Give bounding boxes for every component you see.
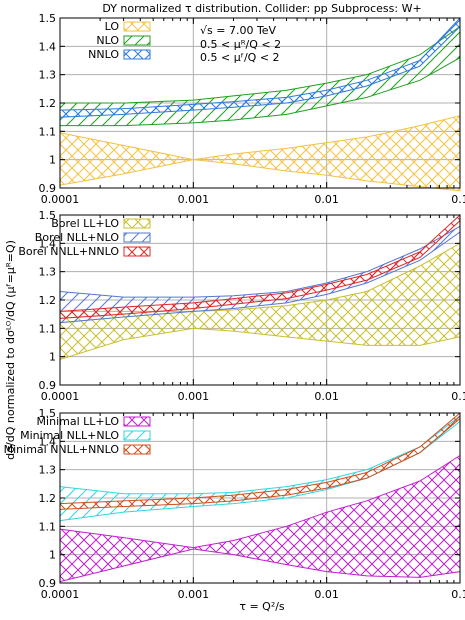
chart-panel-3: 0.9 1 1.1 1.2 1.3 1.4 1.5 0.0001 0.001 0.01 0.1 Min…	[4, 407, 465, 601]
y-tick-label: 1.2	[39, 294, 57, 307]
legend-swatch	[123, 21, 151, 32]
y-tick-label: 1.4	[39, 435, 57, 448]
y-tick-label: 1.4	[39, 237, 57, 250]
y-tick-label: 1.3	[39, 266, 57, 279]
y-tick-label: 1.3	[39, 464, 57, 477]
legend-swatch	[123, 416, 151, 427]
mu-r-annotation: 0.5 < μᴿ/Q < 2	[200, 38, 281, 51]
x-tick-label: 0.0001	[41, 390, 80, 403]
legend-label: Borel NLL+NLO	[35, 231, 120, 244]
y-tick-label: 1.3	[39, 69, 57, 82]
legend-swatch	[123, 246, 151, 257]
sqrt-s-annotation: √s = 7.00 TeV	[200, 24, 277, 37]
x-tick-label: 0.001	[178, 390, 210, 403]
y-tick-label: 0.9	[39, 182, 57, 195]
y-axis-label: dσ/dQ normalized to dσᴸᴼ/dQ (μᶠ=μᴿ=Q)	[4, 240, 17, 460]
x-tick-label: 0.001	[178, 193, 210, 206]
chart-panel-2: 0.9 1 1.1 1.2 1.3 1.4 1.5 0.0001 0.001 0.01 0.1 Bor…	[18, 209, 465, 403]
legend-label: Minimal NLL+NLO	[20, 429, 119, 442]
legend-label: Borel NNLL+NNLO	[18, 245, 119, 258]
x-tick-label: 0.01	[314, 390, 339, 403]
x-tick-label: 0.0001	[41, 193, 80, 206]
band-lo	[59, 115, 461, 192]
legend-label: Borel LL+LO	[51, 217, 119, 230]
x-tick-label: 0.1	[451, 390, 465, 403]
legend-label: Minimal LL+LO	[37, 415, 120, 428]
figure-title: DY normalized τ distribution. Collider: …	[102, 2, 421, 15]
legend-swatch	[123, 49, 151, 60]
y-tick-label: 1	[49, 549, 56, 562]
scale-annotations: √s = 7.00 TeV 0.5 < μᴿ/Q < 2 0.5 < μᶠ/Q …	[200, 24, 281, 64]
band-minimal-ll-lo	[59, 454, 461, 583]
y-tick-label: 0.9	[39, 577, 57, 590]
legend-swatch	[123, 430, 151, 441]
y-tick-label: 1.5	[39, 407, 57, 420]
legend-swatch	[123, 35, 151, 46]
y-tick-label: 1.2	[39, 97, 57, 110]
mu-f-annotation: 0.5 < μᶠ/Q < 2	[200, 51, 280, 64]
legend-label: NNLO	[88, 48, 119, 61]
y-tick-label: 1	[49, 351, 56, 364]
x-tick-label: 0.01	[314, 588, 339, 601]
y-tick-label: 1.1	[39, 125, 57, 138]
x-tick-label: 0.0001	[41, 588, 80, 601]
legend-label: Minimal NNLL+NNLO	[4, 443, 120, 456]
y-tick-label: 1.4	[39, 40, 57, 53]
y-tick-label: 1	[49, 154, 56, 167]
x-tick-label: 0.1	[451, 193, 465, 206]
y-tick-label: 1.5	[39, 12, 57, 25]
x-tick-label: 0.01	[314, 193, 339, 206]
x-tick-label: 0.001	[178, 588, 210, 601]
legend-label: NLO	[96, 34, 119, 47]
legend-swatch	[123, 444, 151, 455]
legend-swatch	[123, 218, 151, 229]
x-tick-label: 0.1	[451, 588, 465, 601]
y-tick-label: 1.1	[39, 322, 57, 335]
legend-swatch	[123, 232, 151, 243]
y-tick-label: 1.2	[39, 492, 57, 505]
chart-panel-1: 0.911.11.21.31.41.50.00010.0010.010.1LON…	[39, 12, 465, 206]
y-tick-label: 0.9	[39, 379, 57, 392]
chart-panels: 0.911.11.21.31.41.50.00010.0010.010.1LON…	[4, 12, 465, 601]
y-tick-label: 1.5	[39, 209, 57, 222]
x-axis-label: τ = Q²/s	[239, 600, 285, 613]
y-tick-label: 1.1	[39, 520, 57, 533]
legend-label: LO	[105, 20, 120, 33]
